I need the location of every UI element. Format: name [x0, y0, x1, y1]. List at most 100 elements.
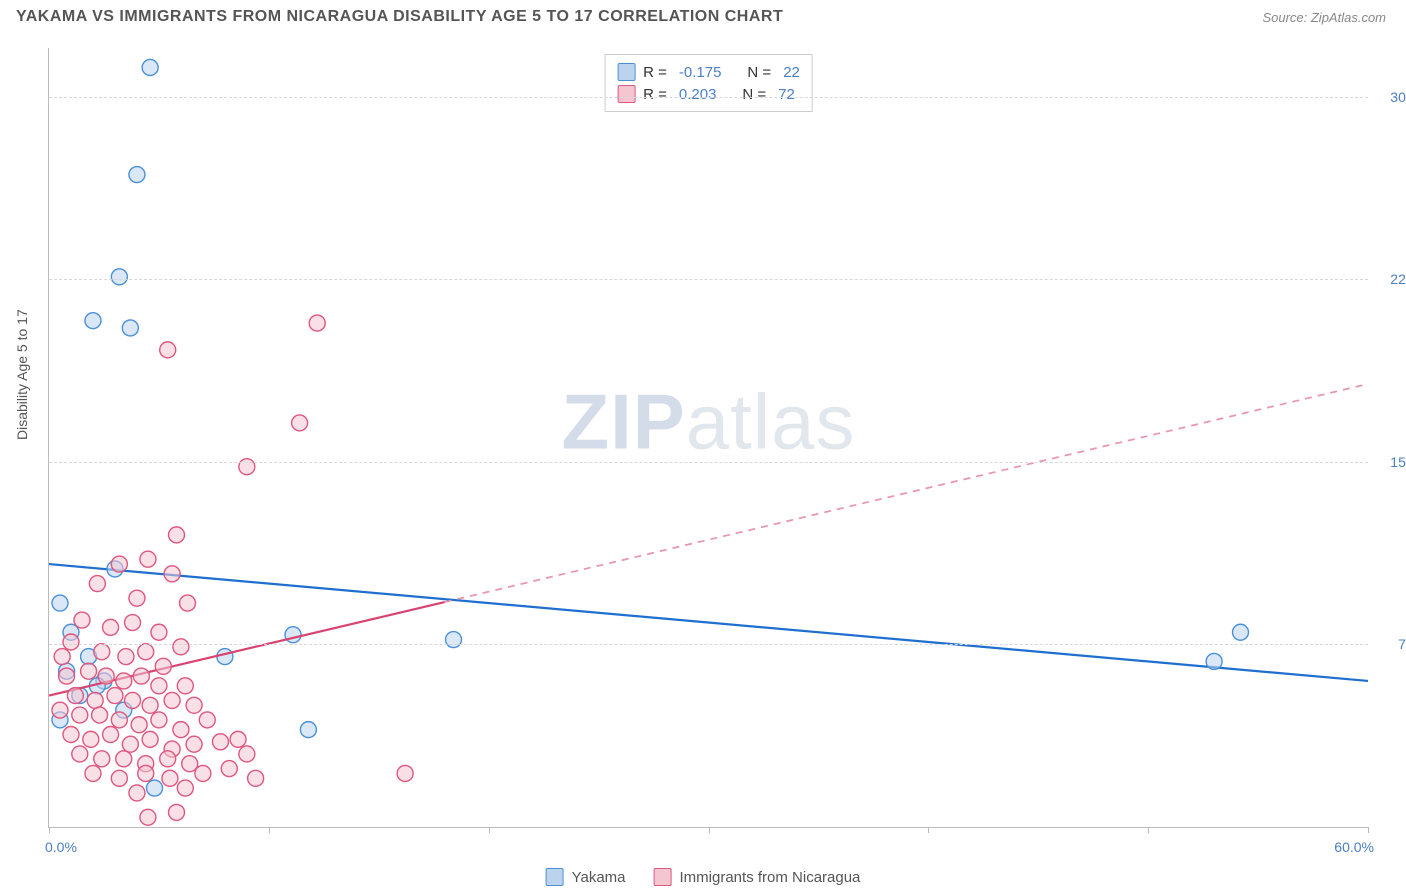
data-point [83, 731, 99, 747]
data-point [129, 785, 145, 801]
data-point [140, 809, 156, 825]
chart-source: Source: ZipAtlas.com [1262, 10, 1386, 25]
data-point [118, 649, 134, 665]
xtick-label-max: 60.0% [1334, 839, 1374, 855]
ytick-label: 22.5% [1374, 271, 1406, 287]
data-point [52, 595, 68, 611]
data-point [239, 746, 255, 762]
legend-row-nicaragua: R = 0.203 N = 72 [617, 83, 800, 105]
data-point [186, 697, 202, 713]
data-point [122, 320, 138, 336]
xtick [709, 827, 710, 833]
swatch-nicaragua [654, 868, 672, 886]
data-point [179, 595, 195, 611]
data-point [177, 780, 193, 796]
n-value: 72 [778, 86, 795, 103]
data-point [72, 746, 88, 762]
data-point [142, 697, 158, 713]
data-point [151, 678, 167, 694]
xtick [269, 827, 270, 833]
data-point [52, 702, 68, 718]
data-point [63, 634, 79, 650]
data-point [309, 315, 325, 331]
r-value: 0.203 [679, 86, 717, 103]
data-point [177, 678, 193, 694]
data-point [131, 717, 147, 733]
data-point [81, 663, 97, 679]
data-point [162, 770, 178, 786]
swatch-yakama [617, 63, 635, 81]
data-point [72, 707, 88, 723]
data-point [173, 639, 189, 655]
n-label: N = [747, 64, 771, 81]
xtick [1148, 827, 1149, 833]
data-point [138, 765, 154, 781]
data-point [59, 668, 75, 684]
data-point [155, 658, 171, 674]
data-point [186, 736, 202, 752]
data-point [125, 615, 141, 631]
swatch-nicaragua [617, 85, 635, 103]
data-point [248, 770, 264, 786]
data-point [230, 731, 246, 747]
data-point [169, 527, 185, 543]
ytick-label: 30.0% [1374, 89, 1406, 105]
scatter-svg [49, 48, 1368, 827]
series-legend: Yakama Immigrants from Nicaragua [546, 868, 861, 886]
data-point [85, 313, 101, 329]
data-point [129, 590, 145, 606]
ytick-label: 15.0% [1374, 454, 1406, 470]
data-point [111, 556, 127, 572]
legend-item-yakama: Yakama [546, 868, 626, 886]
data-point [142, 731, 158, 747]
n-value: 22 [783, 64, 800, 81]
data-point [74, 612, 90, 628]
data-point [103, 619, 119, 635]
data-point [111, 269, 127, 285]
data-point [160, 342, 176, 358]
data-point [138, 644, 154, 660]
swatch-yakama [546, 868, 564, 886]
n-label: N = [742, 86, 766, 103]
trend-line-dashed [445, 384, 1368, 602]
data-point [164, 566, 180, 582]
data-point [199, 712, 215, 728]
chart-title: YAKAMA VS IMMIGRANTS FROM NICARAGUA DISA… [16, 8, 783, 26]
data-point [160, 751, 176, 767]
y-axis-label: Disability Age 5 to 17 [14, 309, 30, 440]
data-point [140, 551, 156, 567]
data-point [397, 765, 413, 781]
data-point [92, 707, 108, 723]
data-point [151, 712, 167, 728]
data-point [212, 734, 228, 750]
data-point [54, 649, 70, 665]
data-point [63, 726, 79, 742]
data-point [87, 692, 103, 708]
chart-plot-area: ZIPatlas R = -0.175 N = 22 R = 0.203 N =… [48, 48, 1368, 828]
legend-item-nicaragua: Immigrants from Nicaragua [654, 868, 861, 886]
data-point [142, 59, 158, 75]
ytick-label: 7.5% [1374, 636, 1406, 652]
data-point [111, 770, 127, 786]
data-point [164, 692, 180, 708]
r-value: -0.175 [679, 64, 722, 81]
data-point [116, 751, 132, 767]
data-point [122, 736, 138, 752]
data-point [103, 726, 119, 742]
data-point [94, 751, 110, 767]
data-point [221, 761, 237, 777]
legend-row-yakama: R = -0.175 N = 22 [617, 61, 800, 83]
trend-line-solid [49, 564, 1368, 681]
data-point [300, 722, 316, 738]
r-label: R = [643, 86, 667, 103]
data-point [125, 692, 141, 708]
xtick [489, 827, 490, 833]
data-point [89, 576, 105, 592]
xtick [1368, 827, 1369, 833]
data-point [169, 804, 185, 820]
data-point [217, 649, 233, 665]
data-point [98, 668, 114, 684]
data-point [1232, 624, 1248, 640]
gridline-h [49, 97, 1368, 98]
legend-label: Yakama [572, 869, 626, 886]
